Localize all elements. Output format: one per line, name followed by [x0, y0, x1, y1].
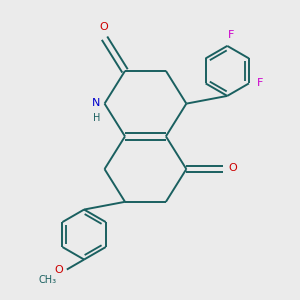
Text: O: O	[54, 266, 63, 275]
Text: CH₃: CH₃	[39, 274, 57, 284]
Text: H: H	[93, 113, 100, 123]
Text: F: F	[228, 29, 234, 40]
Text: F: F	[257, 77, 263, 88]
Text: N: N	[92, 98, 100, 108]
Text: O: O	[99, 22, 108, 32]
Text: O: O	[228, 163, 237, 173]
